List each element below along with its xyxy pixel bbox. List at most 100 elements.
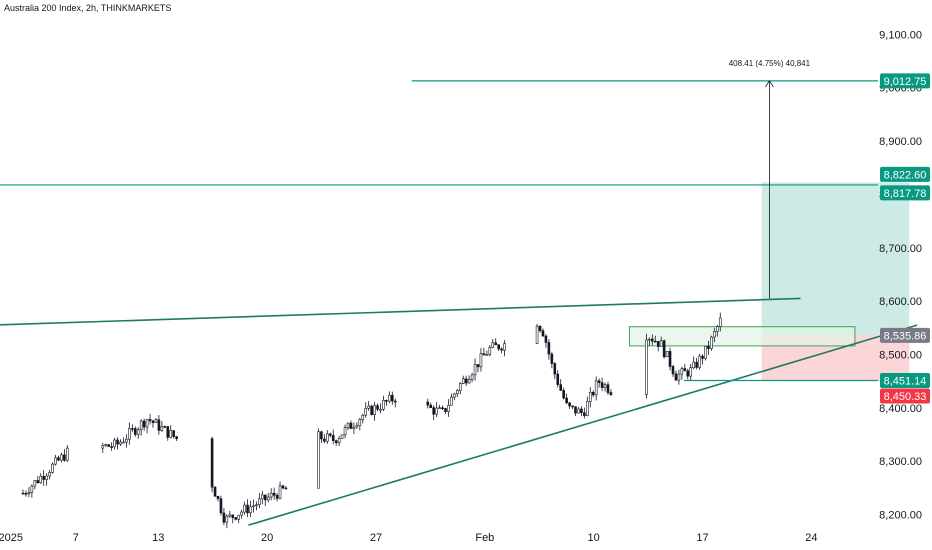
candle-body	[456, 390, 459, 395]
candle-body	[704, 345, 707, 359]
candle-body	[281, 485, 285, 489]
candle-body	[222, 512, 226, 523]
candle-body	[441, 407, 444, 410]
candle-body	[340, 434, 344, 439]
candle-body	[438, 407, 441, 410]
candle-body	[139, 420, 143, 430]
chart-title: Australia 200 Index, 2h, THINKMARKETS	[4, 3, 172, 13]
price-badge	[880, 166, 930, 182]
candle-body	[476, 364, 480, 368]
candle-body	[42, 475, 45, 480]
candle-body	[142, 420, 146, 428]
candle-body	[326, 433, 329, 442]
candle-body	[352, 426, 356, 429]
candle-body	[252, 505, 255, 508]
candle-body	[284, 487, 288, 490]
price-badge-label: 8,451.14	[884, 376, 927, 388]
candle-body	[370, 405, 373, 415]
candle-body	[373, 405, 376, 415]
price-badge-label: 8,822.60	[884, 169, 927, 181]
candle-body	[494, 342, 498, 346]
candle-body	[432, 407, 435, 415]
candle-body	[346, 422, 350, 428]
candle-body	[66, 447, 69, 461]
candle-body	[328, 433, 332, 436]
candle-body	[707, 345, 710, 349]
candle-body	[677, 373, 681, 381]
candle-body	[718, 317, 722, 328]
candle-body	[574, 406, 577, 414]
candle-body	[261, 494, 264, 500]
candle-body	[169, 430, 173, 438]
candle-body	[382, 399, 385, 410]
candle-body	[21, 492, 25, 495]
candle-body	[278, 485, 282, 499]
candle-body	[473, 364, 477, 376]
candle-body	[447, 405, 450, 412]
candle-body	[104, 444, 108, 446]
candle-body	[379, 408, 382, 411]
price-badge	[880, 388, 930, 404]
candle-body	[556, 373, 560, 385]
candle-body	[674, 373, 678, 381]
candle-body	[145, 419, 149, 428]
candle-body	[172, 430, 175, 437]
candle-body	[57, 457, 60, 461]
candle-body	[653, 340, 657, 343]
candle-body	[716, 326, 719, 332]
candle-body	[45, 475, 48, 480]
candle-body	[355, 425, 359, 428]
candle-body	[450, 396, 453, 406]
candle-body	[662, 340, 666, 358]
candle-body	[160, 426, 164, 431]
candle-body	[391, 394, 394, 402]
candle-body	[479, 353, 483, 368]
candle-body	[491, 342, 495, 348]
x-tick-label: 27	[370, 532, 382, 544]
candle-body	[482, 353, 486, 356]
candle-body	[588, 392, 592, 402]
candle-body	[606, 384, 610, 393]
candle-body	[219, 498, 223, 514]
x-tick-label: 2025	[0, 532, 23, 544]
candle-body	[63, 454, 66, 461]
candle-body	[535, 325, 539, 344]
price-badge	[880, 327, 930, 343]
candle-body	[695, 361, 698, 368]
candle-body	[269, 492, 273, 498]
candle-body	[376, 405, 379, 410]
candle-body	[648, 338, 651, 341]
candle-body	[710, 336, 713, 349]
candle-body	[166, 426, 170, 438]
candle-body	[116, 439, 119, 445]
candle-body	[686, 370, 690, 377]
candle-body	[175, 436, 178, 439]
candle-body	[689, 367, 693, 377]
candle-body	[266, 496, 270, 501]
candle-body	[101, 445, 105, 449]
candle-body	[500, 348, 503, 351]
candle-body	[485, 354, 489, 356]
candle-body	[107, 444, 110, 447]
x-axis: 2025 7 13 20 27 Feb 10 17 24	[0, 532, 818, 544]
candle-body	[51, 463, 54, 473]
candle-body	[565, 397, 568, 404]
candle-body	[668, 351, 672, 367]
candle-body	[249, 506, 252, 514]
candle-body	[571, 405, 574, 408]
candle-body	[458, 383, 462, 391]
candle-body	[488, 347, 492, 355]
price-badge-label: 9,012.75	[884, 76, 927, 88]
y-tick-label: 8,600.00	[879, 296, 922, 308]
candle-body	[272, 492, 276, 496]
x-tick-label: 10	[588, 532, 600, 544]
candle-body	[258, 498, 261, 506]
candle-body	[665, 351, 669, 358]
candle-body	[553, 363, 557, 375]
candle-body	[464, 378, 468, 384]
candle-body	[27, 492, 31, 495]
candle-body	[255, 504, 258, 507]
candle-body	[39, 475, 43, 484]
candle-body	[128, 428, 131, 440]
